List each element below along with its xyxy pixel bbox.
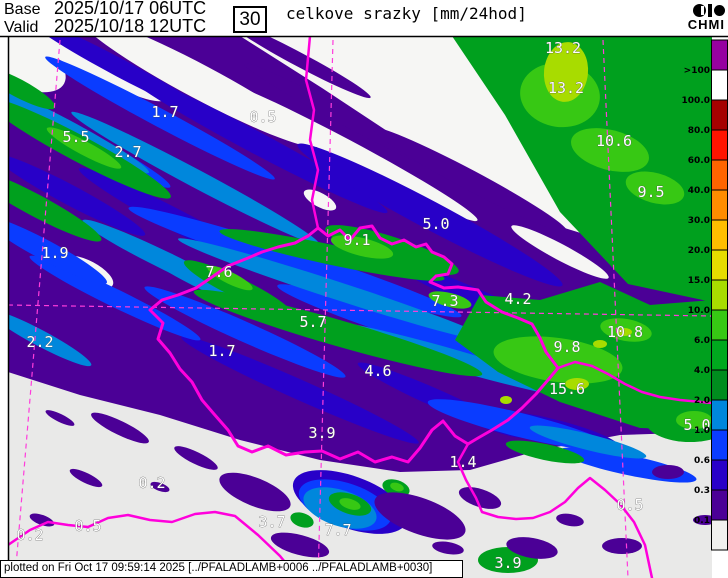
- country-borders: [8, 36, 712, 578]
- colorbar-tick-label: 0.3: [694, 486, 710, 496]
- precip-value-label: 3.9: [308, 424, 335, 442]
- chmi-logo: CHMI: [688, 3, 725, 32]
- precip-value-label: 7.7: [324, 521, 351, 539]
- colorbar-segment: [711, 309, 728, 341]
- precip-value-label: 3.9: [494, 554, 521, 572]
- de-at-border: [8, 510, 300, 578]
- precip-value-label: 7.6: [205, 263, 232, 281]
- colorbar-segment: [711, 249, 728, 281]
- precip-value-label: 5.0: [683, 416, 710, 434]
- colorbar-tick-label: 30.0: [688, 216, 710, 226]
- precip-value-label: 4.2: [504, 290, 531, 308]
- precip-value-label: 9.8: [553, 338, 580, 356]
- precip-value-label: 0.5: [616, 496, 643, 514]
- precip-value-label: 2.2: [26, 333, 53, 351]
- plot-info-footer: plotted on Fri Oct 17 09:59:14 2025 [../…: [0, 560, 463, 578]
- precip-value-label: 13.2: [545, 39, 581, 57]
- precip-value-label: 10.8: [607, 323, 643, 341]
- page-title: celkove srazky [mm/24hod]: [286, 4, 527, 23]
- latlon-grid: [8, 39, 712, 578]
- precip-value-label: 0.2: [16, 526, 43, 544]
- precip-value-label: 0.5: [249, 108, 276, 126]
- precip-value-label: 10.6: [596, 132, 632, 150]
- precip-value-label: 5.0: [422, 215, 449, 233]
- precip-value-label: 0.2: [138, 474, 165, 492]
- precip-value-label: 13.2: [548, 79, 584, 97]
- colorbar-tick-label: >100: [684, 66, 710, 76]
- precip-value-label: 2.7: [114, 143, 141, 161]
- precip-value-label: 9.5: [637, 183, 664, 201]
- colorbar-segment: [711, 69, 728, 101]
- colorbar-segment: [711, 399, 728, 431]
- value-labels: 1.7 0.5 5.5 2.7 13.2 13.2 10.6 9.5 1.9 7.6 9.1 5.0 5…: [16, 39, 711, 573]
- colorbar-segment: [711, 279, 728, 311]
- colorbar-tick-label: 0.1: [694, 516, 710, 526]
- logo-circle-icon: [693, 4, 706, 17]
- colorbar-tick-label: 4.0: [694, 366, 710, 376]
- precip-value-label: 5.7: [299, 313, 326, 331]
- colorbar-tick-label: 6.0: [694, 336, 710, 346]
- run-times: Base 2025/10/17 06UTC Valid 2025/10/18 12U…: [4, 0, 206, 36]
- base-value: 2025/10/17 06UTC: [54, 0, 207, 18]
- colorbar-segment: [711, 129, 728, 161]
- colorbar-tick-label: 2.0: [694, 396, 710, 406]
- logo-bar-icon: [708, 4, 712, 17]
- de-pl-border: [304, 36, 320, 230]
- colorbar-segment: [711, 489, 728, 521]
- colorbar-tick-label: 80.0: [688, 126, 710, 136]
- colorbar-tick-label: 15.0: [688, 276, 710, 286]
- precip-value-label: 9.1: [343, 231, 370, 249]
- colorbar-tick-label: 40.0: [688, 186, 710, 196]
- colorbar-tick-label: 100.0: [682, 96, 710, 106]
- colorbar-legend: >100 100.0 80.0 60.0 40.0 30.0 20.0 15.0 10.0 6.0…: [682, 39, 728, 551]
- valid-value: 2025/10/18 12UTC: [54, 16, 207, 36]
- colorbar-segment: [711, 369, 728, 401]
- chmi-logo-icon: [688, 3, 725, 18]
- colorbar-tick-label: 1.0: [694, 426, 710, 436]
- colorbar-segment: [711, 189, 728, 221]
- precip-value-label: 0.5: [74, 517, 101, 535]
- pl-sk-border: [556, 360, 712, 405]
- colorbar-segment: [711, 519, 728, 551]
- valid-time-row: Valid 2025/10/18 12UTC: [4, 16, 207, 36]
- precip-value-label: 4.6: [364, 362, 391, 380]
- chmi-logo-text: CHMI: [687, 17, 725, 32]
- colorbar-tick-label: 20.0: [688, 246, 710, 256]
- colorbar-segment: [711, 39, 728, 71]
- colorbar-segment: [711, 429, 728, 461]
- at-sk-border: [456, 442, 654, 578]
- colorbar-segment: [711, 159, 728, 191]
- colorbar-tick-label: 0.6: [694, 456, 710, 466]
- valid-label: Valid: [4, 19, 39, 36]
- forecast-step-box: 30: [233, 6, 267, 33]
- parallel-line: [8, 304, 712, 317]
- precip-value-label: 1.4: [449, 453, 476, 471]
- colorbar-tick-label: 10.0: [688, 306, 710, 316]
- precip-value-label: 7.3: [431, 292, 458, 310]
- logo-dot-icon: [714, 5, 725, 16]
- colorbar-segment: [711, 459, 728, 491]
- colorbar-segment: [711, 219, 728, 251]
- base-label: Base: [4, 1, 41, 18]
- precip-value-label: 3.7: [258, 513, 285, 531]
- base-time-row: Base 2025/10/17 06UTC: [4, 0, 206, 18]
- precip-value-label: 15.6: [549, 380, 585, 398]
- precip-value-label: 1.7: [151, 103, 178, 121]
- czech-border: [148, 224, 560, 464]
- precip-value-label: 1.7: [208, 342, 235, 360]
- colorbar-segment: [711, 99, 728, 131]
- precip-value-label: 1.9: [41, 244, 68, 262]
- colorbar-tick-label: 60.0: [688, 156, 710, 166]
- colorbar-segment: [711, 339, 728, 371]
- precip-value-label: 5.5: [62, 128, 89, 146]
